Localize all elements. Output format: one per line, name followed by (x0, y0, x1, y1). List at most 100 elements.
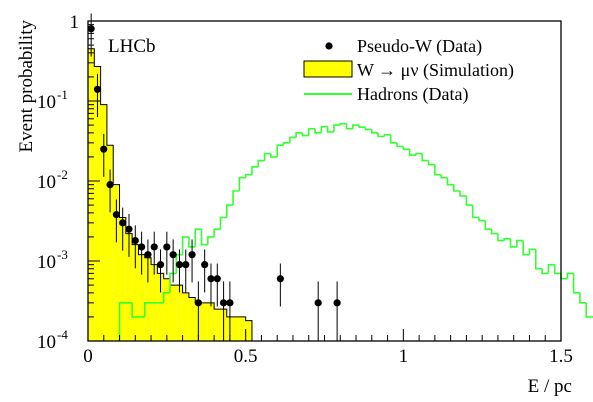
simulation-bin (169, 285, 177, 341)
y-tick-exponent: -1 (57, 87, 68, 102)
hadrons-bin (427, 160, 435, 166)
data-point (150, 243, 158, 251)
y-tick-exponent: -4 (57, 327, 68, 342)
y-tick-label: 10 (37, 332, 56, 353)
hadrons-bin (364, 127, 372, 131)
hadrons-bin (490, 229, 498, 235)
x-axis-label: E / pc (528, 376, 572, 397)
simulation-bin (188, 297, 196, 341)
simulation-bin (233, 316, 240, 341)
hadrons-bin (497, 233, 505, 242)
y-tick-label: 10 (37, 252, 56, 273)
hadrons-bin (276, 144, 284, 157)
data-point (175, 261, 184, 269)
hadrons-bin (263, 152, 271, 161)
hadrons-bin (547, 263, 555, 274)
data-point (207, 275, 215, 283)
data-point (106, 181, 114, 189)
data-point (226, 299, 234, 307)
hadrons-bin (162, 292, 170, 303)
hadrons-bin (446, 177, 454, 186)
simulation-bin (182, 292, 189, 341)
simulation-bin (163, 278, 170, 341)
hadrons-bin (465, 195, 473, 206)
hadrons-bin (434, 164, 442, 176)
simulation-bin (88, 48, 95, 341)
hadrons-bin (282, 142, 290, 146)
simulation-bin (113, 184, 120, 341)
hadrons-bin (452, 184, 461, 192)
data-point (182, 261, 190, 269)
hadrons-bin (188, 236, 196, 248)
data-point (93, 85, 102, 93)
lhcb-label: LHCb (108, 36, 156, 57)
hadrons-bin (408, 149, 416, 157)
hadrons-bin (244, 173, 252, 178)
hadrons-bin (585, 302, 593, 318)
pseudo-w-data-points (87, 13, 341, 341)
hadrons-bin (301, 132, 309, 137)
hadrons-bin (270, 153, 278, 158)
hadrons-bin (389, 134, 398, 144)
legend: Pseudo-W (Data) W → μν (Simulation) Hadr… (303, 36, 514, 105)
data-point (100, 145, 108, 153)
x-tick-label: 0 (83, 346, 93, 367)
hadrons-bin (528, 248, 536, 255)
hadrons-bin (478, 217, 486, 222)
simulation-bin (207, 302, 215, 341)
data-point (314, 299, 322, 307)
hadrons-bin (257, 159, 265, 167)
hadrons-bin (326, 126, 334, 133)
simulation-bin (100, 104, 107, 341)
hadrons-bin (396, 142, 404, 148)
data-point (131, 236, 139, 245)
hadrons-bin (459, 190, 467, 197)
simulation-bin (214, 309, 221, 341)
simulation-bin (176, 285, 183, 341)
simulation-bin (106, 145, 114, 341)
hadrons-bin (333, 124, 341, 132)
hadrons-bin (169, 272, 177, 293)
hadrons-histogram (118, 122, 593, 341)
hadrons-bin (566, 272, 574, 279)
data-point (144, 251, 152, 259)
y-tick-exponent: -3 (57, 247, 68, 262)
hadrons-bin (352, 124, 360, 129)
data-point (276, 275, 284, 283)
simulation-bin (94, 66, 101, 341)
simulation-bin (157, 273, 164, 341)
legend-label-simulation: W → μν (Simulation) (357, 60, 514, 81)
hadrons-bin (579, 292, 587, 304)
legend-label-pseudo-w: Pseudo-W (Data) (357, 36, 482, 57)
hadrons-bin (371, 129, 379, 134)
hadrons-bin (251, 166, 259, 175)
hadrons-bin (345, 123, 353, 130)
data-point (194, 299, 202, 307)
hadrons-bin (118, 302, 126, 341)
simulation-histogram (87, 48, 253, 341)
y-tick-label: 10 (37, 92, 56, 113)
hadrons-bin (383, 133, 391, 137)
hadrons-bin (143, 302, 152, 317)
data-point (219, 299, 228, 307)
data-point (169, 251, 177, 259)
hadrons-bin (219, 216, 227, 230)
hadrons-bin (295, 132, 303, 138)
data-point (125, 225, 133, 233)
hadrons-bin (377, 132, 385, 138)
hadrons-bin (194, 228, 202, 247)
legend-label-hadrons: Hadrons (Data) (357, 84, 468, 105)
hadrons-bin (484, 220, 492, 230)
hadrons-bin (402, 146, 410, 150)
simulation-bin (245, 320, 252, 341)
legend-swatch-simulation (303, 60, 353, 78)
data-point (119, 219, 127, 227)
simulation-bin (201, 302, 208, 341)
x-axis-ticks: 0 0.5 1 1.5 (83, 329, 573, 367)
hadrons-bin (560, 273, 568, 280)
hadrons-bin (181, 236, 189, 255)
data-point (112, 211, 120, 219)
y-axis-label: Event probability (16, 20, 37, 153)
data-point (156, 261, 165, 269)
hadrons-bin (238, 176, 246, 191)
